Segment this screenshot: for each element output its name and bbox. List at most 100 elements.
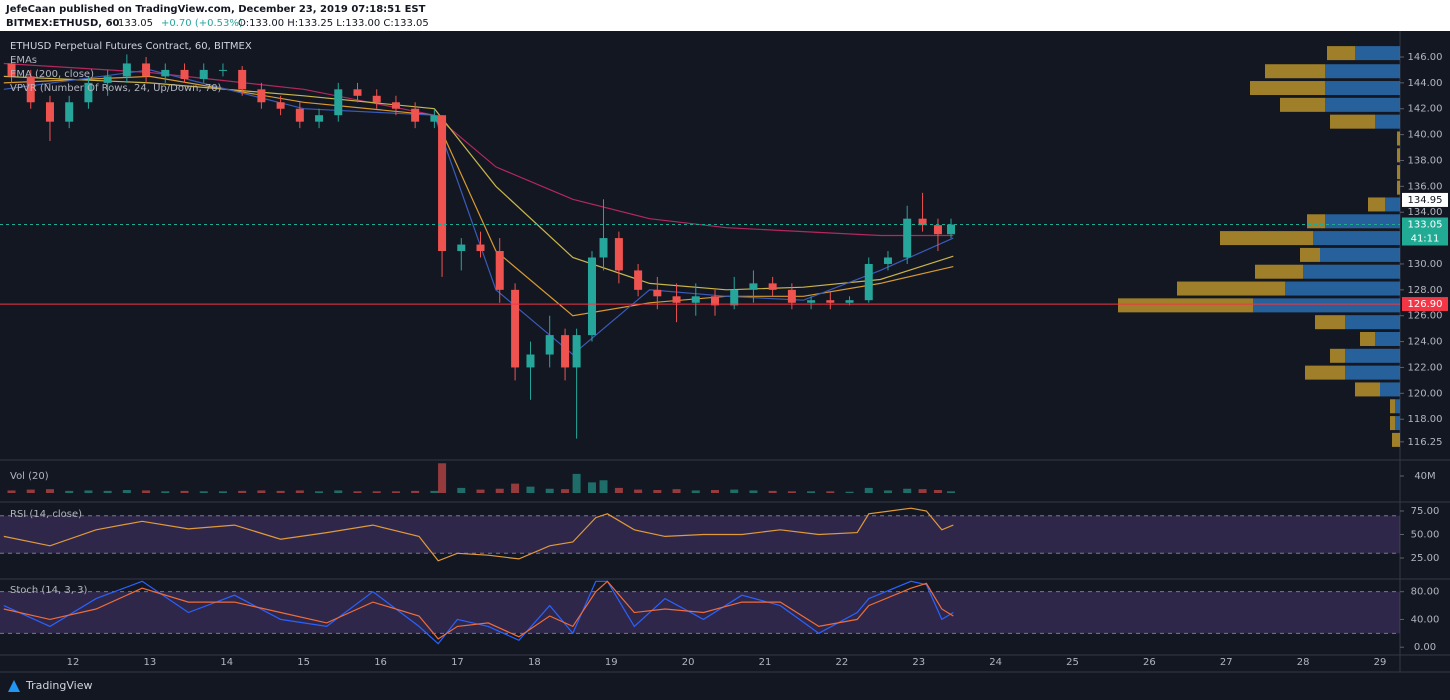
indicator-line (3, 507, 954, 562)
candle-body (45, 102, 54, 122)
candle-body (653, 289, 662, 297)
candle-body (353, 89, 362, 96)
candle-body (257, 89, 266, 103)
candle-body (864, 263, 873, 301)
volume-bar (614, 487, 623, 493)
x-tick-label: 13 (144, 657, 157, 668)
volume-bar (315, 491, 324, 493)
x-tick-label: 23 (912, 657, 925, 668)
volume-bar (807, 491, 816, 493)
y-tick-label: 118.00 (1408, 414, 1443, 425)
price-marker (1402, 192, 1448, 207)
volume-bar (276, 490, 285, 493)
y-tick-label: 146.00 (1408, 52, 1443, 63)
candle-body (691, 296, 700, 303)
y-tick-label: 122.00 (1408, 362, 1443, 373)
volume-bar (103, 490, 112, 493)
last-price: 133.05 (118, 18, 153, 29)
vpvr-down (1392, 432, 1400, 447)
y-tick-label: 75.00 (1411, 506, 1440, 517)
y-tick-label: 120.00 (1408, 388, 1443, 399)
volume-bar (672, 489, 681, 493)
candle-body (845, 300, 854, 303)
candle-body (883, 257, 892, 264)
volume-bar (372, 491, 381, 493)
price-marker (1402, 217, 1448, 232)
vpvr-up (1325, 81, 1400, 96)
candle-body (430, 115, 439, 122)
volume-bar (438, 463, 447, 493)
vpvr-down (1360, 331, 1375, 346)
y-tick-label: 144.00 (1408, 78, 1443, 89)
candle-body (218, 69, 227, 71)
volume-bar (749, 490, 758, 493)
vpvr-down (1355, 382, 1380, 397)
header-bg (0, 0, 1450, 31)
x-tick-label: 19 (605, 657, 618, 668)
footer-logo: TradingView (8, 679, 92, 692)
x-tick-label: 28 (1297, 657, 1310, 668)
vpvr-down (1397, 180, 1400, 195)
candle-body (438, 115, 447, 252)
volume-bar (495, 488, 504, 493)
vpvr-down (1368, 197, 1385, 212)
vpvr-up (1345, 315, 1400, 330)
candle-body (103, 76, 112, 83)
ema-line (3, 75, 954, 291)
volume-bar (864, 487, 873, 493)
y-tick-label: 136.00 (1408, 181, 1443, 192)
y-tick-label: 40M (1414, 471, 1435, 482)
vpvr-up (1345, 365, 1400, 380)
vpvr-down (1397, 131, 1400, 146)
symbol: BITMEX:ETHUSD, 60 (6, 18, 120, 29)
volume-bar (545, 488, 554, 493)
candle-body (933, 225, 942, 235)
x-tick-label: 24 (989, 657, 1002, 668)
panel-title: Stoch (14, 3, 3) (10, 585, 87, 596)
candle-body (411, 108, 420, 122)
price-marker-label: 133.05 (1408, 220, 1443, 231)
vpvr-down (1330, 114, 1375, 129)
candle-body (749, 283, 758, 290)
volume-bar (430, 490, 439, 493)
candle-body (599, 238, 608, 258)
volume-bar (572, 473, 581, 493)
candle-body (572, 335, 581, 368)
publisher: JefeCaan published on TradingView.com, D… (5, 4, 426, 15)
vpvr-down (1250, 81, 1325, 96)
vpvr-up (1395, 399, 1400, 414)
candle-body (391, 102, 400, 109)
candle-body (807, 300, 816, 303)
indicator-label: EMAs (10, 55, 37, 66)
candle-body (372, 95, 381, 103)
candle-body (903, 218, 912, 258)
candle-body (122, 63, 131, 77)
ohlc: O:133.00 H:133.25 L:133.00 C:133.05 (238, 18, 429, 29)
vpvr-down (1307, 214, 1325, 229)
logo-icon (8, 680, 20, 692)
x-tick-label: 16 (374, 657, 387, 668)
y-tick-label: 50.00 (1411, 530, 1440, 541)
candle-body (315, 115, 324, 122)
x-tick-label: 20 (682, 657, 695, 668)
vpvr-up (1375, 331, 1400, 346)
candle-body (26, 76, 35, 103)
vpvr-up (1395, 416, 1400, 431)
volume-bar (142, 490, 151, 493)
vpvr-down (1305, 365, 1345, 380)
vpvr-down (1390, 416, 1395, 431)
candle-body (918, 218, 927, 226)
volume-bar (710, 490, 719, 493)
vpvr-up (1320, 247, 1400, 262)
indicator-label: VPVR (Number Of Rows, 24, Up/Down, 70) (10, 83, 222, 94)
vpvr-down (1330, 348, 1345, 363)
y-tick-label: 138.00 (1408, 155, 1443, 166)
candle-body (730, 289, 739, 306)
vpvr-up (1285, 281, 1400, 296)
vpvr-up (1375, 114, 1400, 129)
candle-body (495, 251, 504, 290)
vpvr-down (1177, 281, 1285, 296)
volume-bar (730, 489, 739, 493)
volume-bar (257, 490, 266, 493)
candle-body (161, 69, 170, 77)
